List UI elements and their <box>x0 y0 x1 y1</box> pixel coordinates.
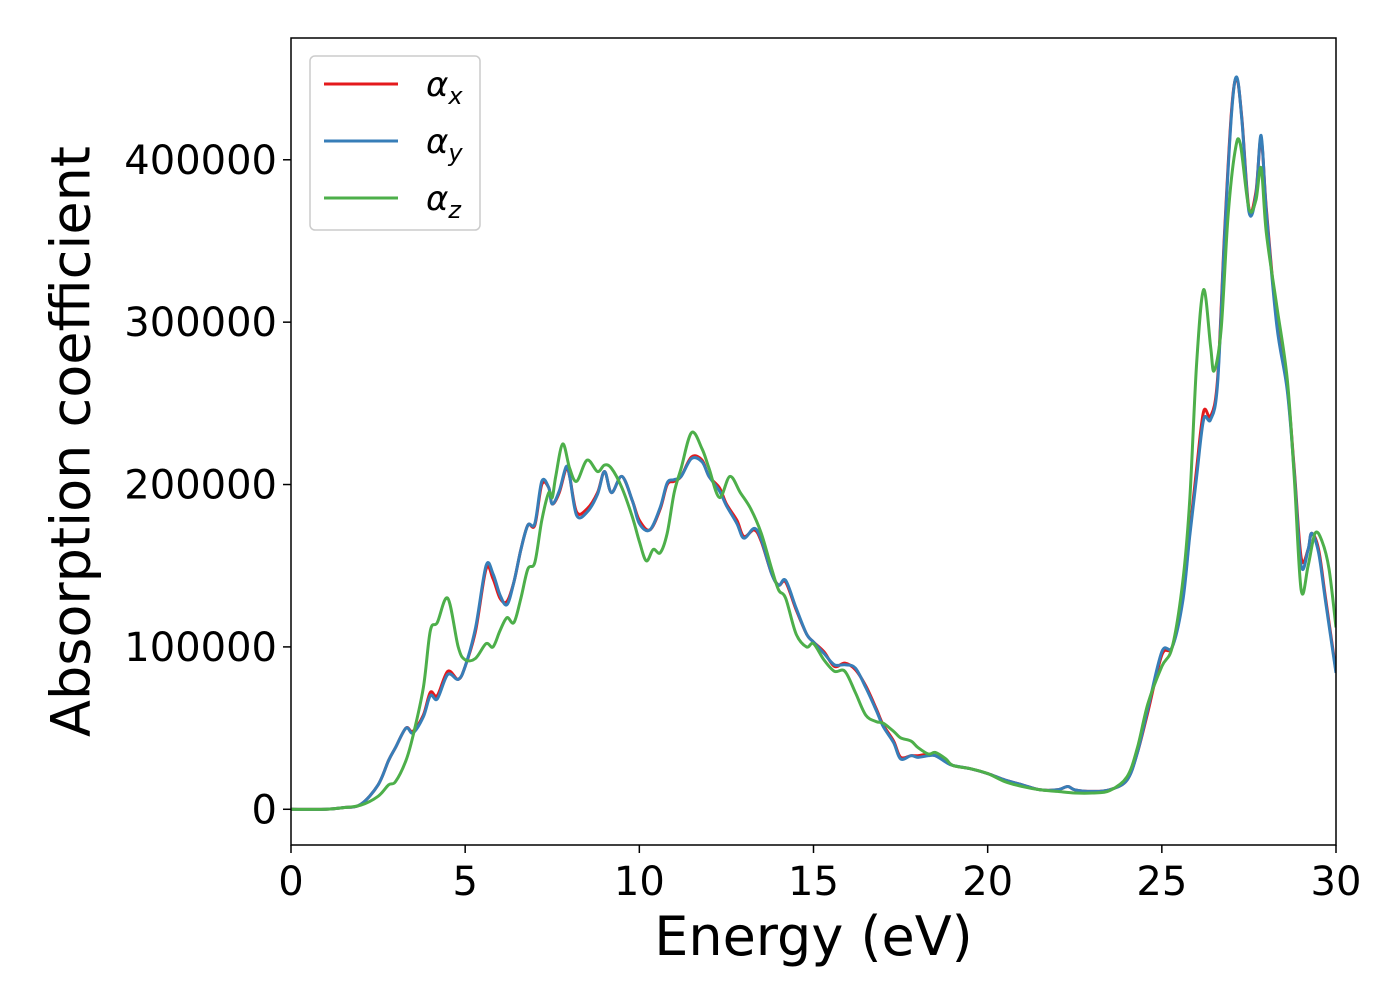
y-tick-label: 0 <box>252 787 277 833</box>
x-tick-label: 15 <box>788 859 839 905</box>
x-tick-label: 20 <box>962 859 1013 905</box>
plot-area <box>291 75 1336 811</box>
legend-label-x: αx <box>426 65 463 110</box>
y-axis-label: Absorption coefficient <box>40 146 103 737</box>
x-axis-label: Energy (eV) <box>654 905 973 968</box>
y-tick-label: 400000 <box>124 138 277 184</box>
x-tick-label: 25 <box>1136 859 1187 905</box>
x-tick-label: 0 <box>278 859 303 905</box>
axes: 0 5 10 15 20 25 30 0 100000 200000 300000 400000 <box>124 37 1362 905</box>
y-tick-label: 100000 <box>124 625 277 671</box>
x-tick-label: 5 <box>452 859 477 905</box>
series-line-z <box>291 137 1336 811</box>
legend-label-z: αz <box>426 179 462 224</box>
legend-box <box>309 55 481 231</box>
x-tick-label: 30 <box>1311 859 1362 905</box>
legend-label-y: αy <box>426 122 463 167</box>
x-tick-label: 10 <box>614 859 665 905</box>
legend: αx αy αz <box>309 55 481 231</box>
y-tick-label: 300000 <box>124 300 277 346</box>
y-tick-label: 200000 <box>124 463 277 509</box>
